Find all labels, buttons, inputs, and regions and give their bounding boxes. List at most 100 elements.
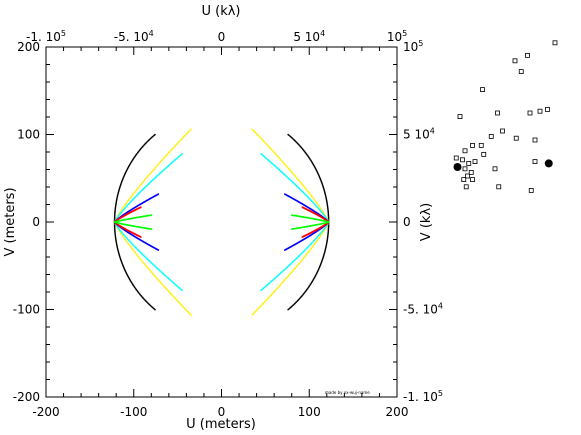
uv-point <box>288 273 291 276</box>
uv-point <box>118 189 120 191</box>
uv-point <box>272 291 275 294</box>
uv-point <box>319 207 321 209</box>
uv-point <box>138 192 141 194</box>
uv-point <box>312 240 315 242</box>
uv-point <box>308 197 310 200</box>
uv-point <box>312 201 314 203</box>
uv-point <box>313 165 316 168</box>
uv-point <box>303 192 305 194</box>
uv-point <box>167 152 169 155</box>
uv-point <box>310 160 312 162</box>
uv-point <box>285 175 288 178</box>
uv-point <box>262 287 265 290</box>
uv-point <box>145 264 147 267</box>
uv-point <box>133 250 135 252</box>
y-axis-title: V (meters) <box>3 187 18 256</box>
uv-point <box>140 258 142 261</box>
uv-point <box>116 216 119 218</box>
uv-point <box>325 244 328 247</box>
uv-point <box>252 313 254 315</box>
uv-point <box>146 184 149 186</box>
uv-point <box>114 208 117 210</box>
uv-point <box>119 231 122 234</box>
uv-point <box>297 299 299 302</box>
uv-point <box>178 301 180 304</box>
uv-point <box>304 291 306 294</box>
antenna-marker <box>460 157 465 163</box>
y2-tick-label: 5 104 <box>403 127 435 142</box>
uv-point <box>139 257 141 260</box>
uv-point <box>145 185 147 188</box>
uv-point <box>299 261 301 264</box>
antenna-marker <box>537 108 543 114</box>
uv-point <box>283 163 286 165</box>
uv-point <box>325 246 327 249</box>
uv-point <box>140 295 142 297</box>
uv-point <box>163 285 165 287</box>
uv-point <box>318 266 321 269</box>
uv-point <box>281 282 283 284</box>
uv-point <box>184 134 186 137</box>
uv-point <box>129 246 132 248</box>
uv-point <box>131 160 133 162</box>
uv-point <box>322 187 325 189</box>
uv-point <box>307 155 309 157</box>
uv-point <box>120 233 123 235</box>
uv-point <box>136 248 138 250</box>
uv-point <box>124 171 127 174</box>
uv-point <box>130 247 133 249</box>
uv-point <box>137 249 140 252</box>
uv-point <box>140 252 143 255</box>
antenna-marker <box>478 142 484 148</box>
uv-point <box>314 200 316 202</box>
uv-point <box>289 272 292 275</box>
uv-point <box>147 267 150 270</box>
uv-point <box>293 182 295 185</box>
uv-point <box>116 198 118 200</box>
uv-point <box>128 239 130 241</box>
uv-point <box>316 239 319 241</box>
uv-point <box>318 233 321 236</box>
uv-point <box>327 229 330 231</box>
uv-point <box>149 138 151 140</box>
uv-point <box>327 208 329 210</box>
uv-point <box>321 233 323 235</box>
uv-point <box>295 184 298 187</box>
uv-point <box>163 286 166 288</box>
uv-point <box>270 161 272 164</box>
uv-point <box>327 213 330 215</box>
uv-point <box>316 203 319 205</box>
uv-point <box>159 172 162 174</box>
uv-point <box>166 276 168 278</box>
antenna-marker <box>532 137 538 143</box>
uv-point <box>323 229 326 231</box>
uv-point <box>320 210 322 213</box>
uv-point <box>176 299 179 302</box>
uv-point <box>291 171 293 174</box>
uv-point <box>315 201 317 203</box>
uv-point <box>113 225 116 228</box>
uv-point <box>296 300 298 303</box>
antenna-marker <box>495 110 500 116</box>
uv-point <box>165 166 168 169</box>
uv-point <box>114 210 116 212</box>
uv-point <box>276 288 278 290</box>
uv-point <box>327 211 329 213</box>
uv-point <box>120 183 122 185</box>
uv-point <box>279 284 282 286</box>
uv-point <box>176 142 179 145</box>
uv-point <box>289 263 292 265</box>
uv-point <box>321 212 324 215</box>
uv-point <box>132 158 134 160</box>
uv-point <box>292 138 294 140</box>
uv-point <box>294 175 297 178</box>
uv-point <box>176 157 179 159</box>
uv-point <box>321 182 323 184</box>
uv-point <box>126 273 128 276</box>
uv-point <box>176 157 178 160</box>
uv-point <box>185 308 187 311</box>
uv-point <box>118 253 120 255</box>
uv-point <box>141 189 144 191</box>
uv-point <box>318 208 320 210</box>
antenna-marker <box>496 184 502 190</box>
